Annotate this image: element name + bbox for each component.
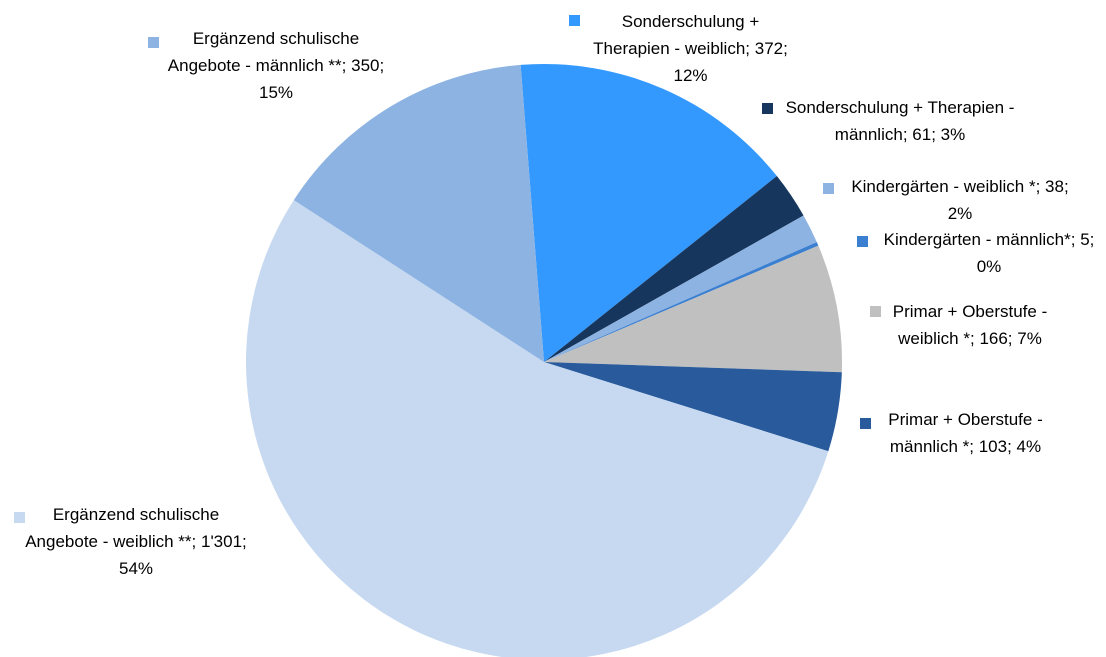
legend-swatch bbox=[148, 37, 159, 48]
legend-swatch bbox=[823, 183, 834, 194]
pie-slice bbox=[293, 64, 544, 362]
legend-entry: Sonderschulung + Therapien - männlich; bbox=[785, 98, 1015, 144]
legend-swatch bbox=[860, 418, 871, 429]
legend-swatch bbox=[857, 236, 868, 247]
pie-slice bbox=[520, 64, 777, 362]
data-label: Primar + Oberstufe - weiblich *; 166; 7% bbox=[880, 298, 1060, 352]
legend-swatch bbox=[569, 15, 580, 26]
legend-swatch bbox=[14, 512, 25, 523]
data-label: Primar + Oberstufe - männlich *; 103; 4% bbox=[873, 406, 1058, 460]
legend-swatch bbox=[762, 103, 773, 114]
data-label: Ergänzend schulische Angebote - männlich… bbox=[160, 25, 392, 106]
data-label: Ergänzend schulische Angebote - weiblich… bbox=[20, 501, 252, 582]
data-label: Kindergärten - weiblich *; 38; 2% bbox=[845, 173, 1075, 227]
pie-slice bbox=[544, 242, 819, 362]
pie-slice bbox=[544, 176, 804, 362]
data-label: Sonderschulung + Therapien - weiblich; 3… bbox=[588, 8, 793, 89]
pie-slice bbox=[544, 362, 842, 452]
value-label: 5; 0% bbox=[976, 230, 1095, 276]
value-label: 38; 2% bbox=[947, 177, 1069, 223]
pie-slice bbox=[544, 245, 842, 373]
data-label: Kindergärten - männlich*; 5; 0% bbox=[875, 226, 1103, 280]
legend-entry: Primar + Oberstufe - weiblich *; bbox=[892, 302, 1048, 348]
legend-entry: Kindergärten - weiblich *; bbox=[851, 177, 1041, 196]
pie-slice bbox=[544, 215, 817, 362]
legend-entry: Sonderschulung + Therapien - weiblich; bbox=[593, 12, 760, 58]
legend-entry: Ergänzend schulische Angebote - männlich… bbox=[167, 29, 360, 75]
value-label: 61; 3% bbox=[912, 125, 966, 144]
value-label: 166; 7% bbox=[979, 329, 1042, 348]
legend-entry: Primar + Oberstufe - männlich *; bbox=[888, 410, 1043, 456]
value-label: 103; 4% bbox=[978, 437, 1042, 456]
legend-entry: Ergänzend schulische Angebote - weiblich… bbox=[25, 505, 220, 551]
value-label: 1'301; 54% bbox=[118, 532, 247, 578]
legend-entry: Kindergärten - männlich*; bbox=[883, 230, 1076, 249]
pie-slice bbox=[246, 200, 829, 657]
value-label: 372; 12% bbox=[673, 39, 788, 85]
data-label: Sonderschulung + Therapien - männlich; 6… bbox=[785, 94, 1015, 148]
value-label: 350; 15% bbox=[258, 56, 385, 102]
legend-swatch bbox=[870, 306, 881, 317]
